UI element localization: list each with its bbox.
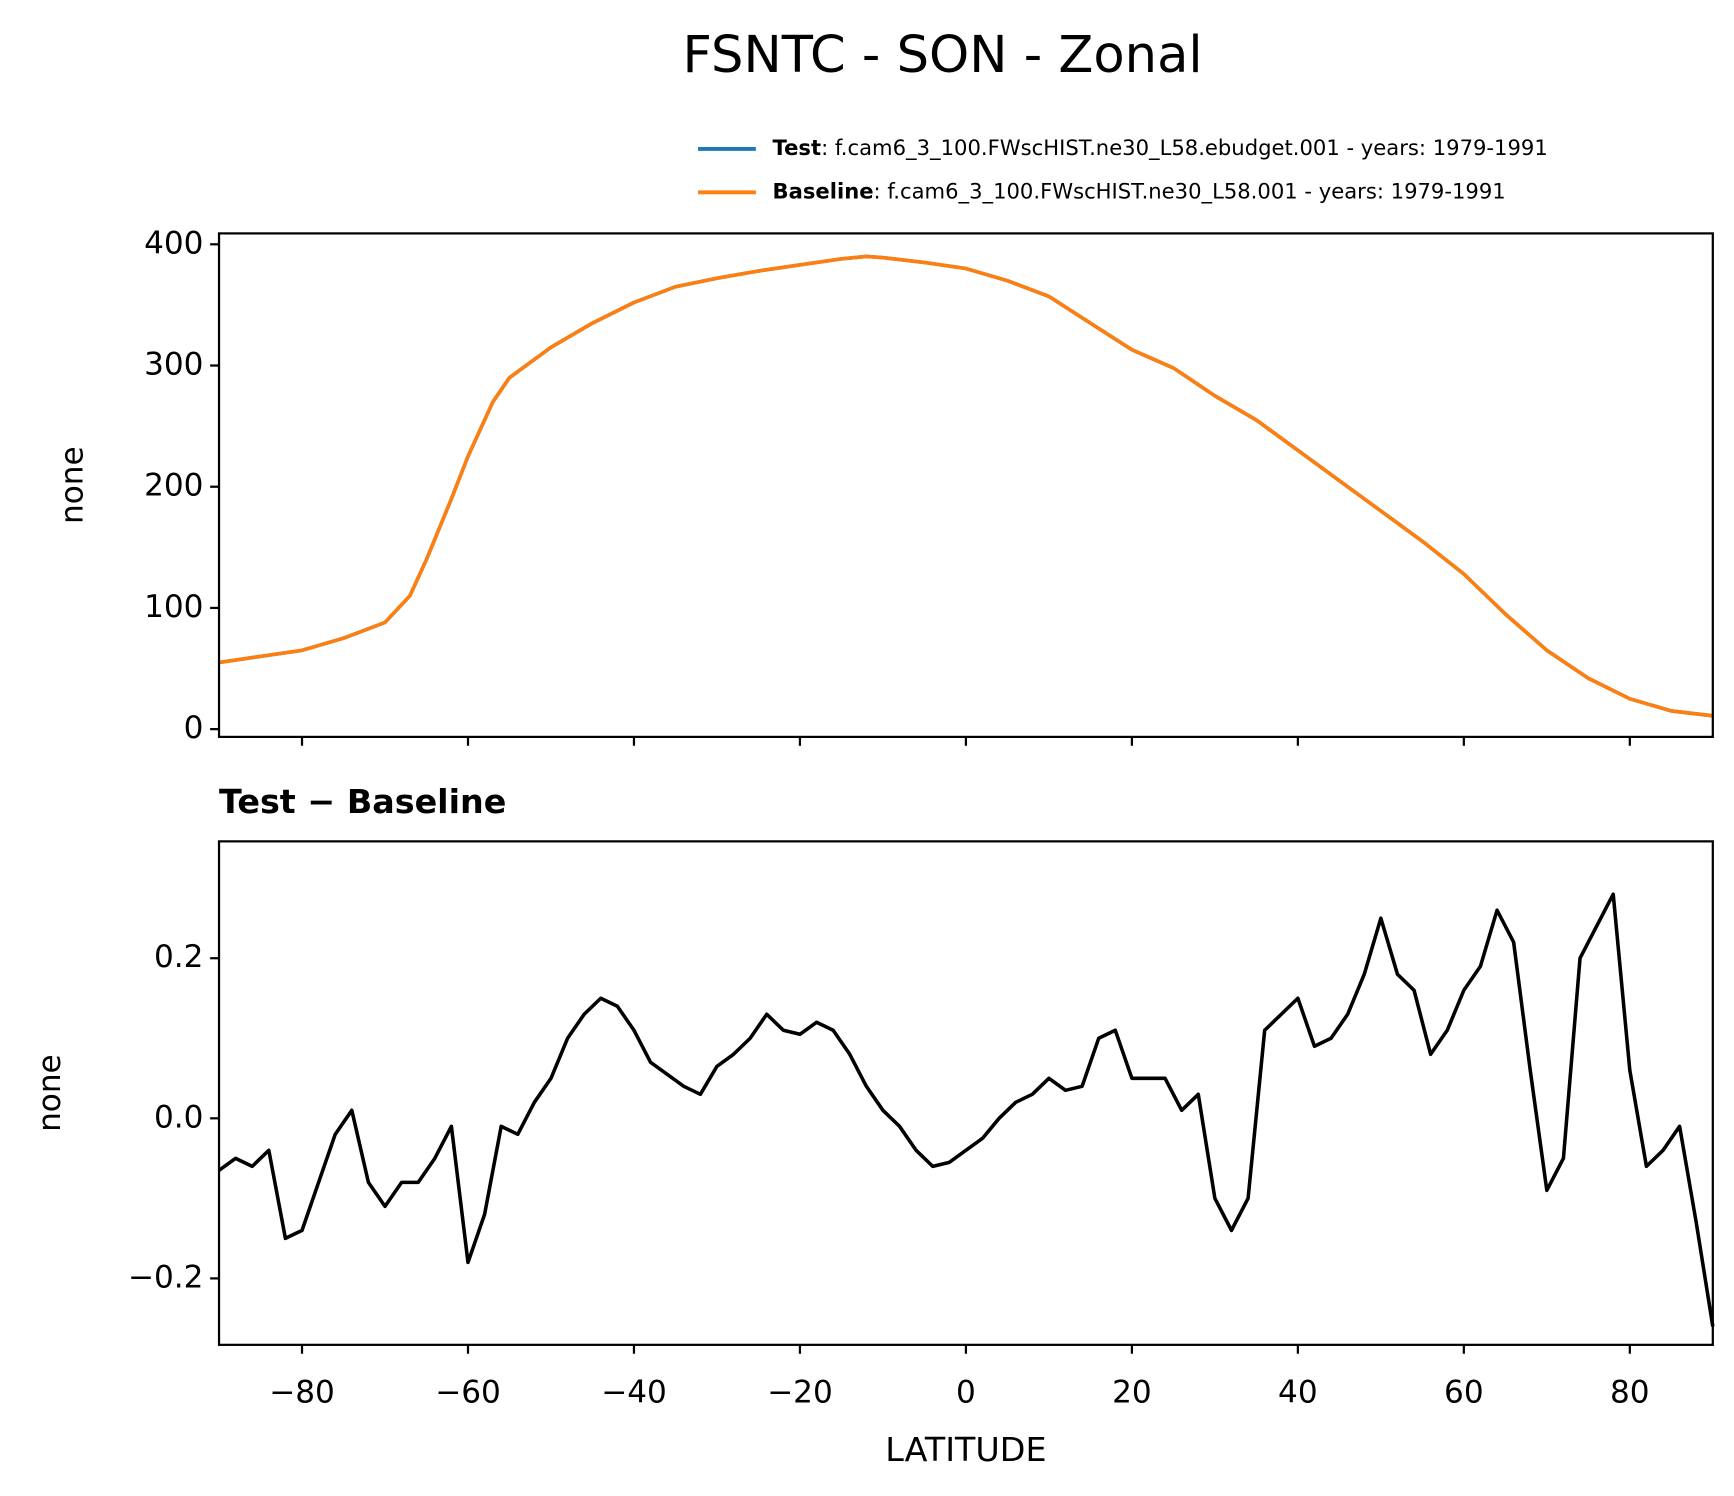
- x-tick-label: 0: [956, 1375, 976, 1411]
- legend-description: : f.cam6_3_100.FWscHIST.ne30_L58.001 - y…: [874, 178, 1506, 204]
- legend-name: Baseline: [773, 178, 874, 203]
- line: [218, 254, 1714, 718]
- legend-label: Test: f.cam6_3_100.FWscHIST.ne30_L58.ebu…: [773, 135, 1548, 161]
- x-tick-label: 20: [1112, 1375, 1152, 1411]
- x-tick-label: −40: [601, 1375, 667, 1411]
- y-axis-label: none: [54, 446, 90, 524]
- chart-title: FSNTC - SON - Zonal: [683, 26, 1203, 85]
- y-tick-label: 0: [184, 710, 204, 746]
- legend-label: Baseline: f.cam6_3_100.FWscHIST.ne30_L58…: [773, 178, 1506, 204]
- x-tick-label: 60: [1444, 1375, 1484, 1411]
- x-tick-label: 80: [1610, 1375, 1650, 1411]
- y-tick-label: 400: [144, 225, 203, 261]
- legend-description: : f.cam6_3_100.FWscHIST.ne30_L58.ebudget…: [821, 135, 1548, 161]
- y-axis-label: none: [32, 1054, 68, 1132]
- legend-name: Test: [773, 135, 822, 160]
- y-tick-label: 0.2: [154, 939, 203, 975]
- y-tick-label: 0.0: [154, 1099, 203, 1135]
- x-tick-label: −20: [767, 1375, 833, 1411]
- x-tick-label: 40: [1278, 1375, 1318, 1411]
- line: [218, 254, 1714, 718]
- axes-frame: [217, 232, 1714, 738]
- y-tick-label: 100: [144, 589, 203, 625]
- line: [217, 892, 1715, 1327]
- subplot-title: Test − Baseline: [219, 782, 506, 821]
- y-tick-label: −0.2: [128, 1259, 204, 1295]
- x-tick-label: −80: [269, 1375, 335, 1411]
- y-tick-label: 200: [144, 468, 203, 504]
- y-tick-label: 300: [144, 347, 203, 383]
- x-tick-label: −60: [435, 1375, 501, 1411]
- axes-frame: [217, 840, 1714, 1346]
- x-axis-label: LATITUDE: [885, 1430, 1046, 1469]
